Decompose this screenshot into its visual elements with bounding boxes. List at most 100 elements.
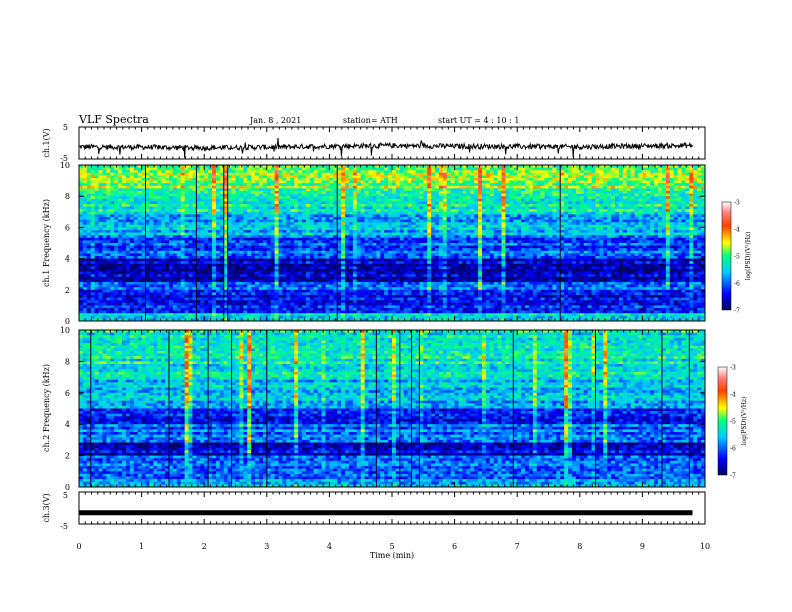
spectrogram-cell xyxy=(200,235,205,239)
spectrogram-cell xyxy=(305,232,311,236)
spectrogram-cell xyxy=(685,235,690,239)
spectrogram-cell xyxy=(403,237,408,241)
spectrogram-cell xyxy=(446,172,451,176)
spectrogram-cell xyxy=(372,183,377,187)
spectrogram-cell xyxy=(677,230,682,233)
spectrogram-cell xyxy=(302,230,307,233)
spectrogram-cell xyxy=(302,188,307,192)
spectrogram-cell xyxy=(309,237,315,241)
spectrogram-cell xyxy=(392,214,397,218)
spectrogram-cell xyxy=(219,211,225,215)
spectrogram-cell xyxy=(282,206,287,210)
spectrogram-cell xyxy=(673,172,678,176)
spectrogram-cell xyxy=(665,193,671,197)
ch1-ytick-top: 5 xyxy=(63,123,68,132)
spectrogram-cell xyxy=(270,167,275,171)
spectrogram-cell xyxy=(497,201,502,205)
spectrogram-cell xyxy=(360,217,365,220)
spectrogram-cell xyxy=(305,201,311,205)
spectrogram-cell xyxy=(438,180,444,184)
spectrogram-cell xyxy=(427,191,432,194)
spectrogram-cell xyxy=(677,178,682,181)
spectrogram-cell xyxy=(638,191,643,194)
spectrogram-cell xyxy=(615,235,620,239)
spectrogram-cell xyxy=(556,191,561,194)
spectrogram-cell xyxy=(215,219,221,223)
spectrogram-cell xyxy=(407,191,412,194)
spectrogram-cell xyxy=(395,193,401,197)
spectrogram-cell xyxy=(309,180,315,184)
spectrogram-cell xyxy=(525,172,530,176)
spectrogram-cell xyxy=(446,206,451,210)
spectrogram-cell xyxy=(478,230,483,233)
spectrogram-cell xyxy=(622,193,628,197)
spectrogram-cell xyxy=(215,196,221,200)
spectrogram-cell xyxy=(673,191,678,194)
spectrogram-cell xyxy=(673,217,678,220)
spectrogram-cell xyxy=(697,170,702,174)
spectrogram-cell xyxy=(247,240,252,244)
spectrogram-cell xyxy=(493,165,498,168)
spectrogram-cell xyxy=(650,222,655,226)
spectrogram-cell xyxy=(466,204,471,207)
spectrogram-cell xyxy=(98,237,103,241)
spectrogram-cell xyxy=(544,185,549,189)
spectrogram-cell xyxy=(255,175,260,179)
spectrogram-cell xyxy=(168,193,174,197)
spectrogram-cell xyxy=(149,165,154,168)
spectrogram-cell xyxy=(665,222,671,226)
spectrogram-cell xyxy=(607,198,612,202)
spectrogram-cell xyxy=(337,172,342,176)
spectrogram-cell xyxy=(180,209,185,213)
spectrogram-cell xyxy=(525,227,530,231)
spectrogram-cell xyxy=(98,211,103,215)
spectrogram-cell xyxy=(591,180,596,184)
spectrogram-cell xyxy=(368,222,373,226)
spectrogram-cell xyxy=(325,175,330,179)
spectrogram-cell xyxy=(438,209,444,213)
spectrogram-cell xyxy=(219,209,225,213)
spectrogram-cell xyxy=(407,240,412,244)
spectrogram-cell xyxy=(380,201,385,205)
spectrogram-cell xyxy=(290,224,295,228)
spectrogram-cell xyxy=(689,214,694,218)
spectrogram-cell xyxy=(348,180,354,184)
spectrogram-cell xyxy=(517,217,522,220)
spectrogram-cell xyxy=(388,172,393,176)
spectrogram-cell xyxy=(697,235,702,239)
spectrogram-cell xyxy=(497,183,502,187)
spectrogram-cell xyxy=(90,237,95,241)
spectrogram-cell xyxy=(348,232,354,236)
spectrogram-cell xyxy=(587,196,592,200)
spectrogram-cell xyxy=(587,240,592,244)
spectrogram-cell xyxy=(392,240,397,244)
spectrogram-cell xyxy=(571,178,577,181)
spectrogram-cell xyxy=(564,188,569,192)
spectrogram-cell xyxy=(587,224,592,228)
spectrogram-cell xyxy=(552,211,557,215)
spectrogram-cell xyxy=(356,224,361,228)
spectrogram-cell xyxy=(603,188,608,192)
spectrogram-cell xyxy=(141,178,146,181)
spectrogram-cell xyxy=(341,217,346,220)
spectrogram-cell xyxy=(450,185,455,189)
spectrogram-cell xyxy=(669,219,674,223)
spectrogram-cell xyxy=(255,172,260,176)
spectrogram-cell xyxy=(462,209,467,213)
spectrogram-cell xyxy=(528,219,534,223)
spectrogram-cell xyxy=(470,201,475,205)
spectrogram-cell xyxy=(493,217,498,220)
spectrogram-cell xyxy=(125,230,131,233)
spectrogram-cell xyxy=(251,170,256,174)
spectrogram-cell xyxy=(294,167,299,171)
spectrogram-cell xyxy=(423,167,428,171)
spectrogram-cell xyxy=(309,198,315,202)
spectrogram-cell xyxy=(141,201,146,205)
spectrogram-cell xyxy=(149,204,154,207)
spectrogram-cell xyxy=(466,165,471,168)
spectrogram-cell xyxy=(243,204,248,207)
spectrogram-cell xyxy=(427,227,432,231)
spectrogram-cell xyxy=(251,188,256,192)
spectrogram-cell xyxy=(528,172,534,176)
spectrogram-cell xyxy=(356,185,361,189)
